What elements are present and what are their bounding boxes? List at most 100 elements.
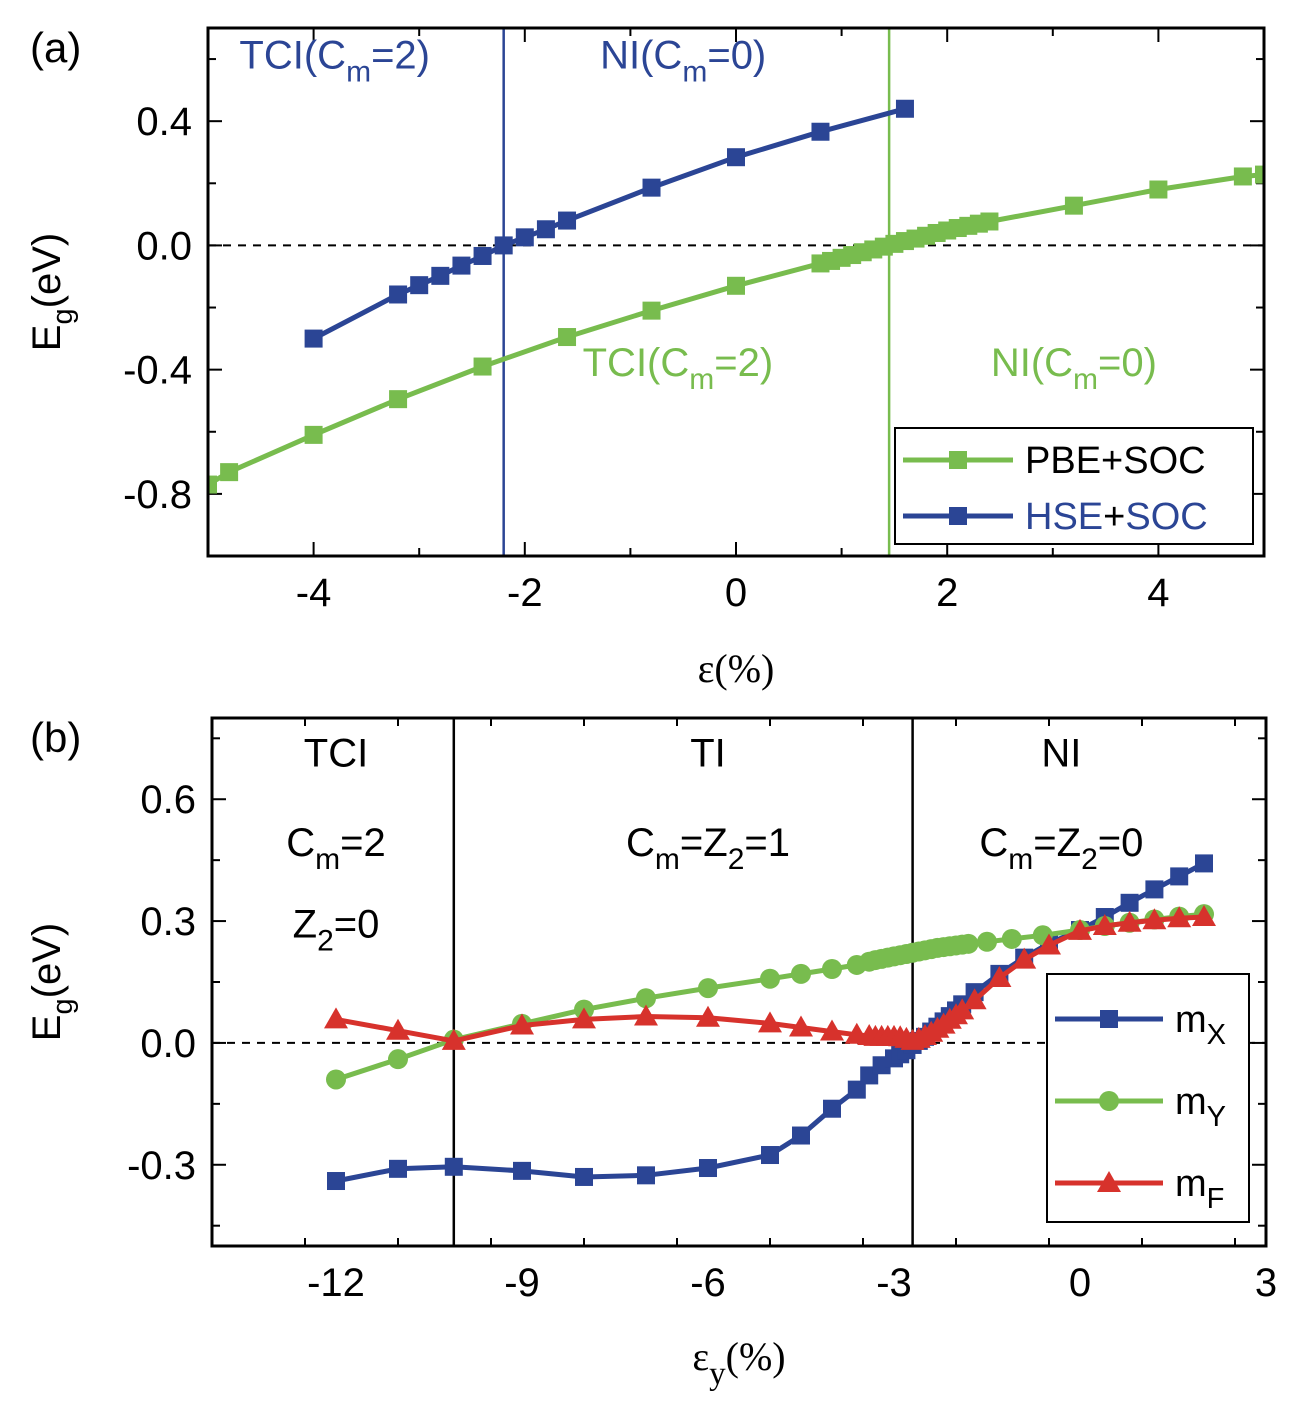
text-part: C [286,821,315,865]
y-label-sub: g [47,998,79,1014]
x-tick-label: -4 [296,571,332,615]
text-part: NI [1041,732,1081,776]
y-label-main: E [25,1015,69,1042]
legend-text: m [1175,1163,1207,1205]
text-part: C [626,821,655,865]
b-frame [210,716,1268,1248]
text-part: =2) [371,33,430,77]
a-frame [206,26,1266,558]
data-point [958,933,979,954]
data-point [1001,928,1022,949]
region-label: NI(Cm=0) [991,341,1157,396]
data-point [389,285,408,304]
y-tick-label: 0.4 [136,100,192,144]
legend-text: m [1175,999,1207,1041]
y-tick-label: -0.4 [123,349,192,393]
text-part: =0 [334,902,380,946]
legend-marker [1100,1010,1118,1028]
x-label-main: ε [692,1334,709,1379]
legend-text: HSE [1025,496,1103,538]
region-label: TCI(Cm=2) [583,341,774,396]
data-point [1117,910,1142,932]
text-part: TCI(C [583,341,690,385]
text-part: =1 [744,821,790,865]
data-point [761,1146,779,1165]
data-point [977,931,997,952]
data-point [386,1018,410,1040]
panel-label: (a) [30,24,81,71]
subscript: m [1008,843,1033,876]
data-point [515,228,534,247]
subscript: m [682,55,707,88]
text-part: =Z [680,821,728,865]
x-tick-label: -12 [307,1261,365,1305]
y-tick-label: 0.6 [140,778,196,822]
data-point [727,148,745,167]
data-point [558,211,577,230]
x-tick-label: 0 [1069,1261,1091,1305]
legend-text: + [1103,496,1125,538]
subscript: 2 [1081,843,1098,876]
data-point [727,276,745,295]
data-point [473,357,492,376]
subscript: m [689,363,714,396]
x-tick-label: 0 [725,571,747,615]
data-point [758,1011,782,1033]
data-point [980,212,999,231]
y-label-tail: (eV) [25,923,69,999]
y-axis-label: Eg(eV) [25,233,79,351]
y-axis-label: Eg(eV) [25,923,79,1041]
data-point [220,463,239,482]
series-line-1 [312,106,906,341]
subscript: m [655,843,680,876]
data-point [820,1019,844,1041]
y-tick-label: 0.0 [140,1022,196,1066]
x-tick-label: -2 [507,571,543,615]
data-point [304,329,323,348]
x-tick-label: 4 [1147,571,1169,615]
data-point [987,965,1012,987]
x-axis-label: ε(%) [698,646,775,691]
data-point [452,256,471,275]
text-part: TCI [304,732,368,776]
text-part: =Z [1033,821,1081,865]
data-point [895,99,914,118]
data-point [789,1015,813,1037]
region-label: NI [1041,732,1081,776]
data-point [410,276,429,295]
data-point [634,1004,658,1026]
data-point [1149,180,1168,199]
x-label-tail: (%) [726,1334,786,1379]
data-point [389,390,408,409]
data-point [962,988,987,1010]
region-label: Z2=0 [293,902,380,957]
x-tick-label: 3 [1255,1261,1277,1305]
text-part: =2 [340,821,386,865]
legend-text: SOC [1125,496,1207,538]
text-part: NI(C [991,341,1073,385]
legend-marker [1099,1091,1119,1111]
data-point [572,1007,596,1029]
x-tick-label: -9 [504,1261,540,1305]
data-point [636,988,656,1009]
panel-label: (b) [30,714,81,761]
data-point [473,246,492,265]
data-point [698,978,718,999]
data-point [1120,893,1139,912]
legend-subscript: X [1207,1019,1226,1051]
data-point [444,1157,463,1176]
x-tick-label: -3 [876,1261,912,1305]
data-point [1170,867,1189,886]
data-point [950,998,975,1020]
data-point [324,1007,348,1029]
y-tick-label: -0.8 [123,473,192,517]
region-label: TI [690,732,726,776]
text-part: =2) [714,341,773,385]
data-point [536,220,555,239]
legend-text: PBE+SOC [1025,440,1206,482]
legend-label: PBE+SOC [1025,440,1206,482]
a-plot-area [208,28,1264,556]
data-point [1092,913,1117,935]
panel-b: -12 -9 -6 -3 0 3-0.30.00.30.6TCICm=2Z2=0TICm=… [25,714,1277,1392]
legend-label: mY [1175,1081,1226,1133]
